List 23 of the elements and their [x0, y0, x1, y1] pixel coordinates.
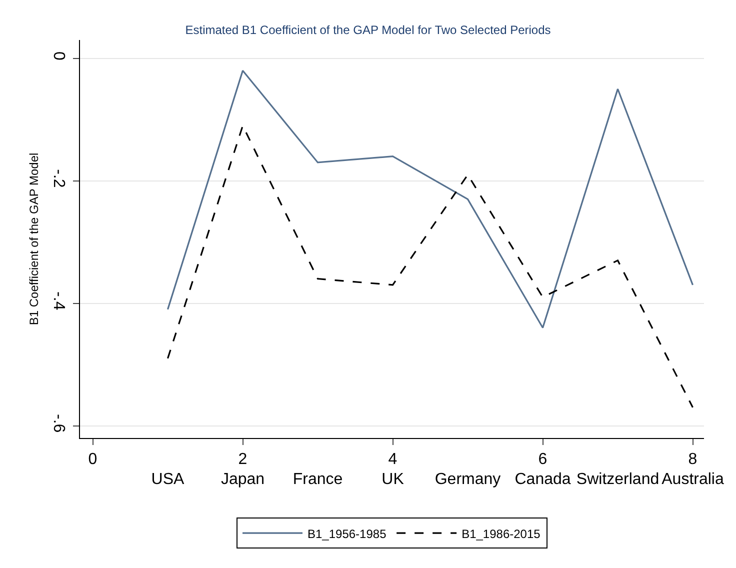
- x-tick-label: Switzerland: [576, 471, 660, 488]
- x-tick-label: Australia: [662, 471, 724, 488]
- x-tick-label: USA: [151, 471, 185, 488]
- y-axis-title: B1 Coefficient of the GAP Model: [27, 152, 42, 326]
- x2-tick-label: 6: [538, 451, 548, 468]
- y-tick-label: -.2: [50, 169, 67, 188]
- x-tick-label: UK: [382, 471, 404, 488]
- x2-tick-label: 0: [88, 451, 98, 468]
- line-series: [166, 70, 694, 329]
- y-tick-label: 0: [50, 52, 67, 61]
- y-tick-label: -.6: [50, 414, 67, 433]
- x2-tick-label: 8: [688, 451, 698, 468]
- line-series: [166, 124, 694, 408]
- legend-label: B1_1956-1985: [308, 526, 387, 541]
- x-tick-label: France: [292, 471, 343, 488]
- legend-label: B1_1986-2015: [462, 526, 541, 541]
- y-tick-label: -.4: [50, 292, 67, 310]
- x-tick-label: Germany: [434, 471, 501, 488]
- x2-tick-label: 4: [388, 451, 398, 468]
- x2-tick-label: 2: [238, 451, 248, 468]
- x-tick-label: Canada: [514, 471, 571, 488]
- chart-title: Estimated B1 Coefficient of the GAP Model for Two Selected Periods: [185, 22, 551, 37]
- x-tick-label: Japan: [220, 471, 265, 488]
